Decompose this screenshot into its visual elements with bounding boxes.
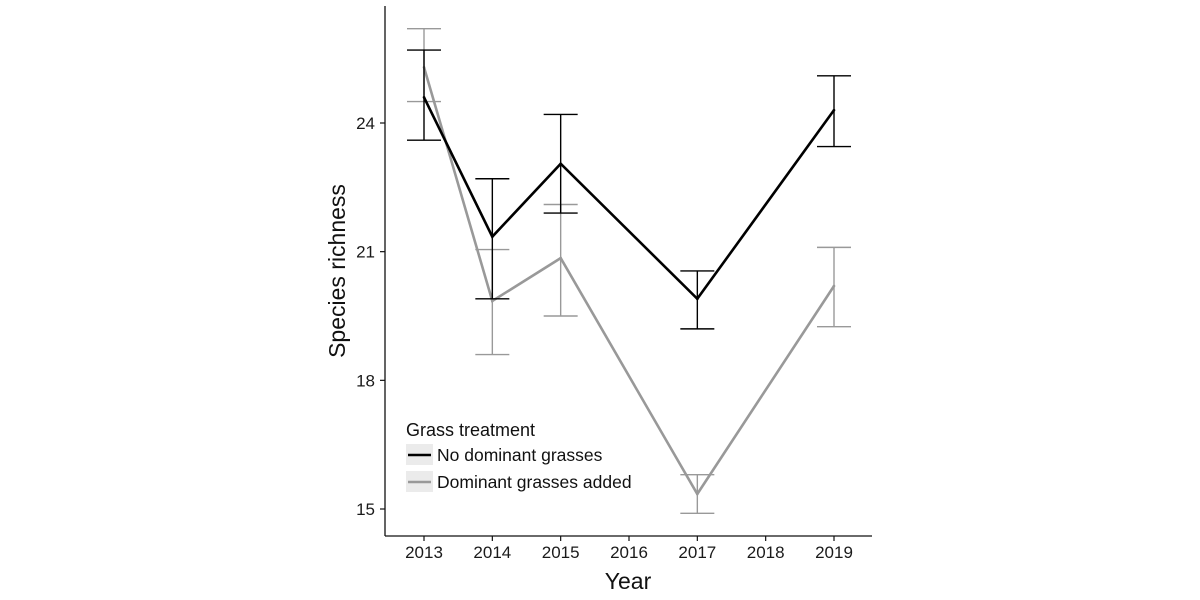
y-tick-label: 21: [356, 243, 375, 262]
x-tick-label: 2016: [610, 543, 648, 562]
error-bar: [407, 49, 441, 141]
x-tick-label: 2017: [678, 543, 716, 562]
y-tick-label: 18: [356, 371, 375, 390]
x-axis-ticks: 2013 2014 2015 2016 2017 2018 2019: [405, 536, 853, 562]
data-point: [696, 492, 699, 496]
x-axis-title: Year: [605, 568, 652, 594]
legend-label-no-dominant-grasses: No dominant grasses: [437, 445, 603, 465]
legend-title: Grass treatment: [406, 420, 535, 440]
data-point: [491, 235, 494, 238]
y-axis-title: Species richness: [324, 184, 350, 358]
data-point: [559, 256, 562, 260]
x-tick-label: 2014: [473, 543, 511, 562]
y-tick-label: 24: [356, 114, 375, 133]
y-axis-ticks: 15 18 21 24: [356, 114, 385, 519]
data-point: [491, 299, 494, 303]
data-point: [559, 162, 562, 166]
y-tick-label: 15: [356, 500, 375, 519]
x-tick-label: 2013: [405, 543, 443, 562]
x-tick-label: 2015: [542, 543, 580, 562]
x-tick-label: 2019: [815, 543, 853, 562]
legend: Grass treatment No dominant grasses Domi…: [406, 420, 632, 492]
legend-label-dominant-grasses-added: Dominant grasses added: [437, 472, 632, 492]
series-layer: [407, 27, 851, 514]
x-tick-label: 2018: [747, 543, 785, 562]
series-no-dominant-grasses: [407, 49, 851, 330]
series-line: [422, 96, 836, 301]
data-point: [422, 95, 426, 99]
data-point: [832, 284, 836, 288]
data-point: [832, 108, 836, 112]
data-point: [696, 297, 699, 301]
series-dominant-grasses-added: [407, 27, 851, 514]
error-bar: [475, 178, 510, 300]
